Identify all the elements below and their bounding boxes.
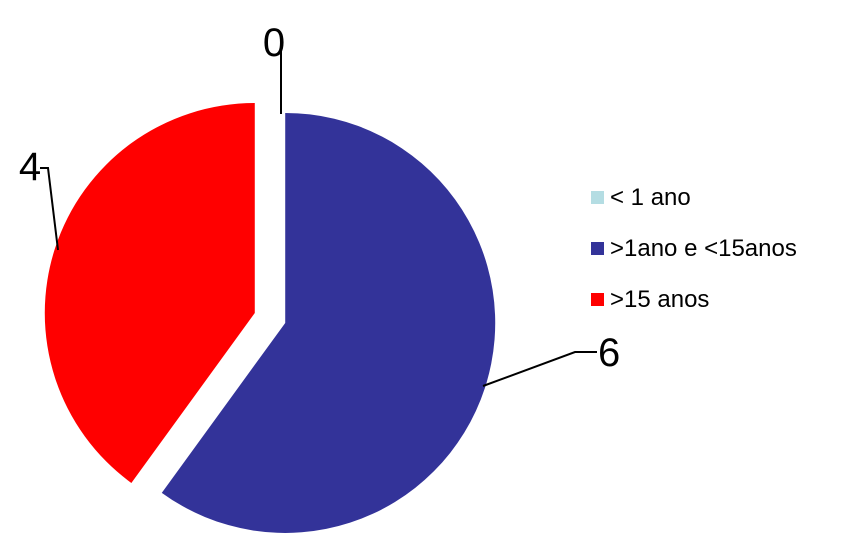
legend-swatch: [591, 191, 604, 204]
legend-item: < 1 ano: [591, 172, 861, 223]
data-label: 4: [19, 145, 41, 189]
leader-line: [40, 167, 59, 251]
data-label: 6: [598, 331, 620, 375]
legend-swatch: [591, 242, 604, 255]
leader-line: [482, 351, 597, 387]
legend-swatch: [591, 293, 604, 306]
pie-slice: [161, 112, 496, 533]
legend-item: >15 anos: [591, 274, 861, 325]
legend-label: >15 anos: [610, 285, 710, 313]
legend-label: >1ano e <15anos: [610, 234, 797, 262]
legend-label: < 1 ano: [610, 183, 691, 211]
legend-item: >1ano e <15anos: [591, 223, 861, 274]
pie-slice: [44, 103, 255, 483]
data-label: 0: [263, 21, 285, 65]
legend: < 1 ano >1ano e <15anos >15 anos: [591, 172, 861, 325]
